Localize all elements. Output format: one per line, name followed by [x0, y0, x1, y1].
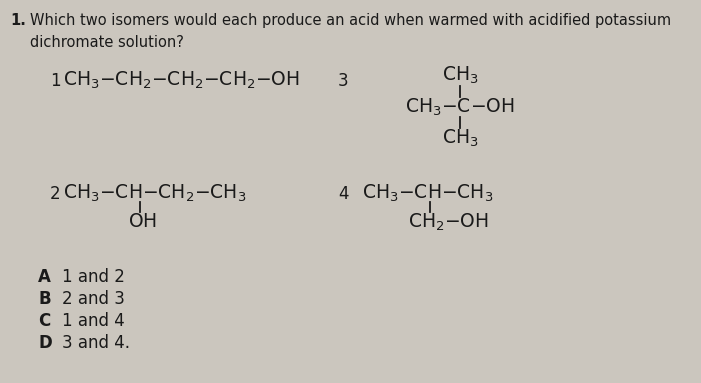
Text: 1: 1 [50, 72, 60, 90]
Text: Which two isomers would each produce an acid when warmed with acidified potassiu: Which two isomers would each produce an … [30, 13, 671, 50]
Text: 3: 3 [338, 72, 348, 90]
Text: 3 and 4.: 3 and 4. [62, 334, 130, 352]
Text: $\mathrm{CH_3{-}CH_2{-}CH_2{-}CH_2{-}OH}$: $\mathrm{CH_3{-}CH_2{-}CH_2{-}CH_2{-}OH}… [63, 70, 300, 91]
Text: C: C [38, 312, 50, 330]
Text: $\mathrm{CH_3}$: $\mathrm{CH_3}$ [442, 128, 478, 149]
Text: 2: 2 [50, 185, 60, 203]
Text: 1.: 1. [10, 13, 26, 28]
Text: $\mathrm{CH_3{-}CH{-}CH_2{-}CH_3}$: $\mathrm{CH_3{-}CH{-}CH_2{-}CH_3}$ [63, 183, 247, 204]
Text: $\mathrm{CH_2{-}OH}$: $\mathrm{CH_2{-}OH}$ [408, 212, 489, 233]
Text: B: B [38, 290, 50, 308]
Text: 1 and 4: 1 and 4 [62, 312, 125, 330]
Text: 2 and 3: 2 and 3 [62, 290, 125, 308]
Text: $\mathrm{CH_3}$: $\mathrm{CH_3}$ [442, 65, 478, 86]
Text: 1 and 2: 1 and 2 [62, 268, 125, 286]
Text: D: D [38, 334, 52, 352]
Text: 4: 4 [338, 185, 348, 203]
Text: $\mathrm{CH_3{-}CH{-}CH_3}$: $\mathrm{CH_3{-}CH{-}CH_3}$ [362, 183, 494, 204]
Text: A: A [38, 268, 51, 286]
Text: $\mathrm{CH_3{-}C{-}OH}$: $\mathrm{CH_3{-}C{-}OH}$ [405, 97, 515, 118]
Text: $\mathrm{OH}$: $\mathrm{OH}$ [128, 212, 157, 231]
